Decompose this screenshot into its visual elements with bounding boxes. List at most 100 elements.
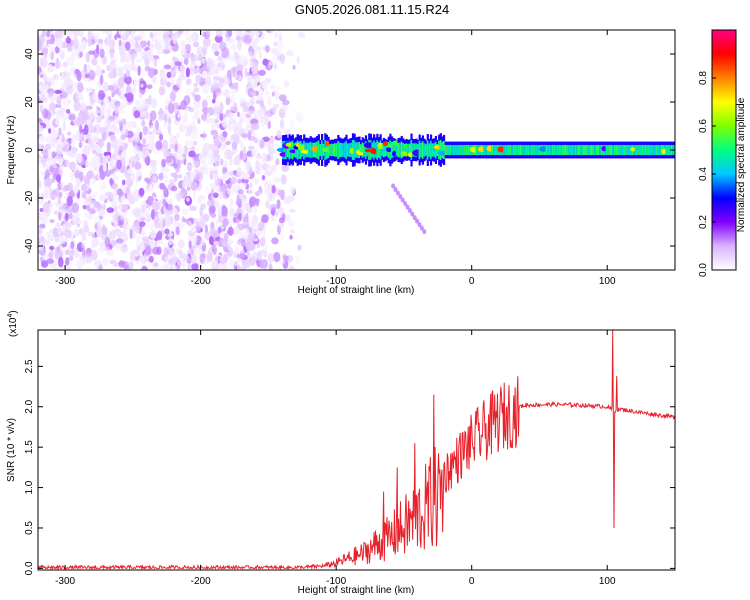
spectrogram-cell bbox=[196, 46, 203, 57]
spectrogram-cell bbox=[61, 91, 68, 99]
spectrogram-cell bbox=[221, 47, 230, 58]
spectrogram-cell bbox=[60, 107, 66, 113]
spectrogram-cell bbox=[48, 63, 53, 73]
spectrogram-cell bbox=[636, 144, 639, 156]
spectrogram-cell bbox=[173, 61, 182, 66]
spectrogram-cell bbox=[130, 31, 135, 39]
spectrogram-cell bbox=[579, 144, 582, 156]
spectrogram-cell bbox=[102, 203, 106, 211]
spectrogram-cell bbox=[224, 76, 231, 86]
spectrogram-cell bbox=[275, 158, 280, 166]
spectrogram-cell bbox=[270, 215, 276, 222]
spectrogram-cell bbox=[231, 141, 238, 150]
spectrogram-cell bbox=[51, 176, 55, 184]
spectrogram-cell bbox=[618, 144, 621, 156]
spectrogram-cell bbox=[212, 75, 221, 81]
spectrogram-cell bbox=[573, 144, 576, 156]
spectrogram-cell bbox=[115, 242, 122, 249]
spectrogram-cell bbox=[146, 195, 154, 206]
spectrogram-cell bbox=[327, 142, 330, 158]
spectrogram-cell bbox=[98, 194, 107, 202]
spectrogram-cell bbox=[390, 141, 394, 159]
spectrogram-x-axis-title: Height of straight line (km) bbox=[298, 285, 415, 296]
spectrogram-cell bbox=[381, 151, 388, 157]
spectrogram-cell bbox=[211, 244, 217, 250]
spectrogram-cell bbox=[120, 134, 126, 140]
spectrogram-cell bbox=[119, 49, 126, 58]
spectrogram-cell bbox=[157, 110, 165, 116]
spectrogram-cell bbox=[298, 31, 306, 38]
spectrogram-cell bbox=[483, 144, 486, 156]
spectrogram-cell bbox=[109, 124, 117, 133]
spectrogram-cell bbox=[638, 144, 641, 156]
spectrogram-cell bbox=[235, 219, 240, 224]
spectrogram-cell bbox=[256, 93, 262, 102]
spectrogram-cell bbox=[42, 149, 49, 159]
spectrogram-cell bbox=[260, 236, 266, 244]
spectrogram-cell bbox=[444, 144, 447, 156]
spectrogram-cell bbox=[168, 132, 173, 137]
spectrogram-cell bbox=[589, 144, 592, 156]
spectrogram-cell bbox=[168, 237, 174, 245]
spectrogram-cell bbox=[186, 197, 190, 202]
spectrogram-cell bbox=[584, 144, 587, 156]
spectrogram-cell bbox=[193, 82, 199, 88]
spectrogram-cell bbox=[271, 91, 276, 97]
spectrogram-cell bbox=[57, 256, 64, 268]
spectrogram-cell bbox=[226, 150, 235, 157]
spectrogram-cell bbox=[656, 144, 659, 156]
spectrogram-cell bbox=[59, 52, 65, 60]
spectrogram-cell bbox=[233, 216, 237, 223]
spectrogram-cell bbox=[446, 144, 449, 156]
spectrogram-cell bbox=[91, 31, 96, 37]
spectrogram-cell bbox=[197, 118, 201, 124]
colorbar-tick-label: 0.0 bbox=[698, 263, 709, 277]
spectrogram-cell bbox=[417, 222, 422, 228]
spectrogram-cell bbox=[77, 219, 83, 225]
spectrogram-cell bbox=[412, 143, 415, 157]
spectrogram-cell bbox=[210, 187, 214, 197]
spectrogram-cell bbox=[38, 157, 43, 165]
spectrogram-cell bbox=[657, 144, 660, 156]
spectrogram-cell bbox=[219, 113, 224, 122]
spectrogram-cell bbox=[111, 92, 115, 98]
spectrogram-cell bbox=[335, 143, 338, 157]
spectrogram-cell bbox=[248, 110, 255, 116]
spectrogram-cell bbox=[177, 174, 182, 179]
spectrogram-cell bbox=[264, 169, 273, 177]
spectrogram-cell bbox=[74, 170, 80, 180]
spectrogram-cell bbox=[129, 250, 136, 262]
spectrogram-cell bbox=[160, 164, 167, 176]
spectrogram-cell bbox=[263, 114, 269, 126]
spectrogram-cell bbox=[92, 149, 97, 154]
spectrogram-cell bbox=[419, 225, 424, 231]
spectrogram-cell bbox=[46, 258, 54, 264]
spectrogram-cell bbox=[47, 91, 53, 98]
spectrogram-cell bbox=[338, 142, 342, 158]
spectrogram-cell bbox=[152, 246, 160, 255]
spectrogram-cell bbox=[247, 242, 256, 251]
spectrogram-cell bbox=[213, 240, 219, 246]
spectrogram-cell bbox=[99, 74, 104, 85]
spectrogram-cell bbox=[247, 51, 253, 57]
spectrogram-cell bbox=[56, 95, 62, 106]
spectrogram-x-tick-label: -100 bbox=[326, 276, 346, 287]
spectrogram-cell bbox=[41, 30, 47, 38]
spectrogram-cell bbox=[266, 96, 273, 106]
spectrogram-cell bbox=[185, 176, 193, 188]
spectrogram-cell bbox=[44, 164, 49, 171]
spectrogram-cell bbox=[626, 144, 629, 156]
spectrogram-cell bbox=[150, 209, 156, 220]
spectrogram-cell bbox=[309, 141, 312, 159]
spectrogram-cell bbox=[535, 144, 538, 156]
spectrogram-cell bbox=[109, 177, 113, 187]
spectrogram-cell bbox=[634, 144, 638, 156]
spectrogram-cell bbox=[40, 236, 44, 247]
spectrogram-cell bbox=[49, 245, 55, 251]
spectrogram-cell bbox=[262, 243, 269, 252]
spectrogram-cell bbox=[109, 134, 116, 142]
spectrogram-cell bbox=[81, 40, 87, 51]
spectrogram-cell bbox=[122, 98, 128, 108]
spectrogram-cell bbox=[616, 144, 620, 156]
spectrogram-cells bbox=[38, 30, 675, 270]
